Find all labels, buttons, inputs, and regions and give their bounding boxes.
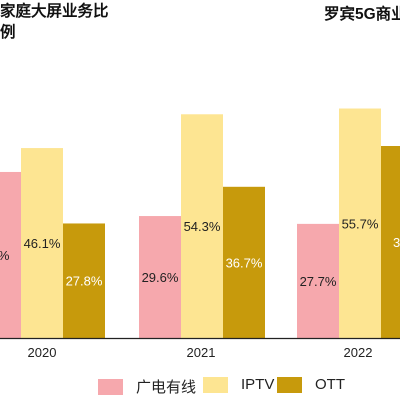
legend-swatch-iptv — [203, 376, 228, 393]
bar-iptv-2022 — [339, 108, 381, 339]
bar-cable-2020 — [0, 171, 21, 338]
legend-item-ott: OTT — [277, 376, 345, 393]
bar-cable-2021 — [139, 216, 181, 338]
bar-ott-2021 — [223, 186, 265, 338]
legend-item-iptv: IPTV — [203, 376, 274, 393]
bar-iptv-2020 — [21, 148, 63, 338]
legend-swatch-ott — [277, 376, 302, 393]
legend-item-cable: 广电有线 — [98, 376, 196, 397]
data-label-iptv-2022: 55.7% — [342, 216, 379, 231]
x-tick-label-2022: 2022 — [344, 345, 373, 360]
bar-iptv-2021 — [181, 114, 223, 338]
data-label-iptv-2020: 46.1% — [24, 236, 61, 251]
bar-chart: 4% 46.1% 27.8% 29.6% 54.3% 36.7% 27.7% 55.7% 39.… — [0, 108, 400, 360]
chart-title-right: 罗宾5G商业 — [324, 6, 400, 23]
data-label-ott-2020: 27.8% — [66, 274, 103, 289]
data-label-cable-2021: 29.6% — [142, 270, 179, 285]
legend-label-iptv: IPTV — [241, 376, 275, 393]
chart-legend: 广电有线 IPTV OTT — [0, 376, 400, 400]
chart-title-left: 家庭大屏业务比例 — [0, 3, 109, 41]
x-tick-label-2020: 2020 — [28, 345, 57, 360]
x-tick-label-2021: 2021 — [187, 345, 216, 360]
data-label-ott-2021: 36.7% — [226, 255, 263, 270]
data-label-cable-2020: 4% — [0, 248, 10, 263]
bar-ott-2020 — [63, 223, 105, 338]
legend-label-cable: 广电有线 — [136, 379, 197, 396]
legend-label-ott: OTT — [315, 376, 345, 393]
data-label-ott-2022: 39. — [393, 235, 400, 250]
bar-ott-2022 — [381, 146, 400, 338]
data-label-cable-2022: 27.7% — [300, 274, 337, 289]
bar-cable-2022 — [297, 223, 339, 338]
data-label-iptv-2021: 54.3% — [184, 219, 221, 234]
legend-swatch-cable — [98, 378, 123, 395]
